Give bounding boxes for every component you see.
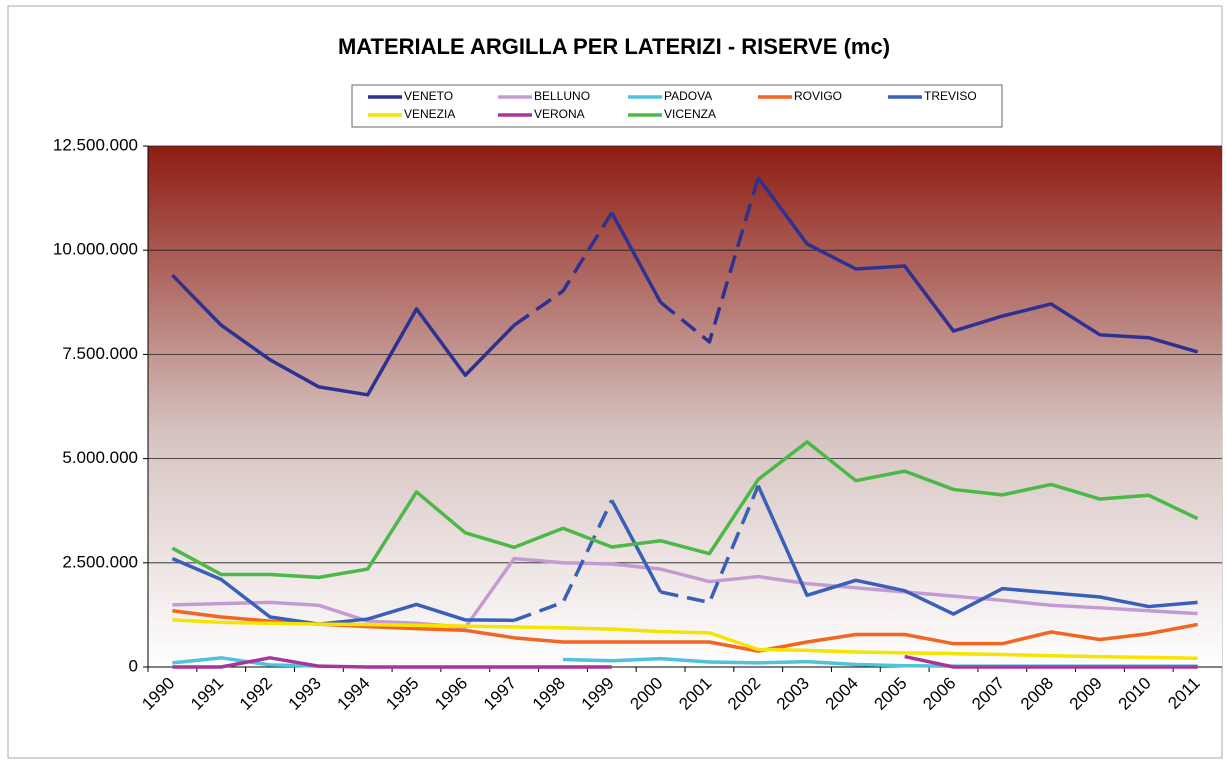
series-line (659, 177, 760, 344)
legend-label: BELLUNO (534, 89, 590, 103)
series-line (172, 656, 612, 669)
series-line (610, 499, 663, 593)
legend-label: TREVISO (924, 89, 977, 103)
series-line (171, 273, 516, 397)
legend-label: PADOVA (664, 89, 712, 103)
series-line (610, 211, 663, 304)
chart-title: MATERIALE ARGILLA PER LATERIZI - RISERVE… (338, 34, 890, 59)
legend (351, 84, 1003, 128)
y-tick-label: 2.500.000 (62, 552, 138, 571)
series-line (904, 654, 1198, 669)
y-tick-label: 12.500.000 (53, 135, 138, 154)
y-tick-label: 0 (129, 656, 138, 675)
y-tick-label: 5.000.000 (62, 448, 138, 467)
series-line (172, 556, 1198, 630)
legend-label: VERONA (534, 107, 585, 121)
series-line (513, 211, 614, 327)
series-line (172, 618, 1198, 660)
legend-label: VENEZIA (404, 107, 455, 121)
plot-area (148, 146, 1222, 667)
legend-label: VENETO (404, 89, 453, 103)
legend-label: VICENZA (664, 107, 716, 121)
series-line (171, 440, 1199, 580)
series-line (756, 484, 1198, 616)
y-tick-label: 7.500.000 (62, 344, 138, 363)
legend-label: ROVIGO (794, 89, 842, 103)
series-line (513, 499, 614, 622)
y-tick-label: 10.000.000 (53, 240, 138, 259)
series-line (660, 485, 760, 605)
series-line (171, 557, 515, 626)
series-line (756, 176, 1199, 354)
